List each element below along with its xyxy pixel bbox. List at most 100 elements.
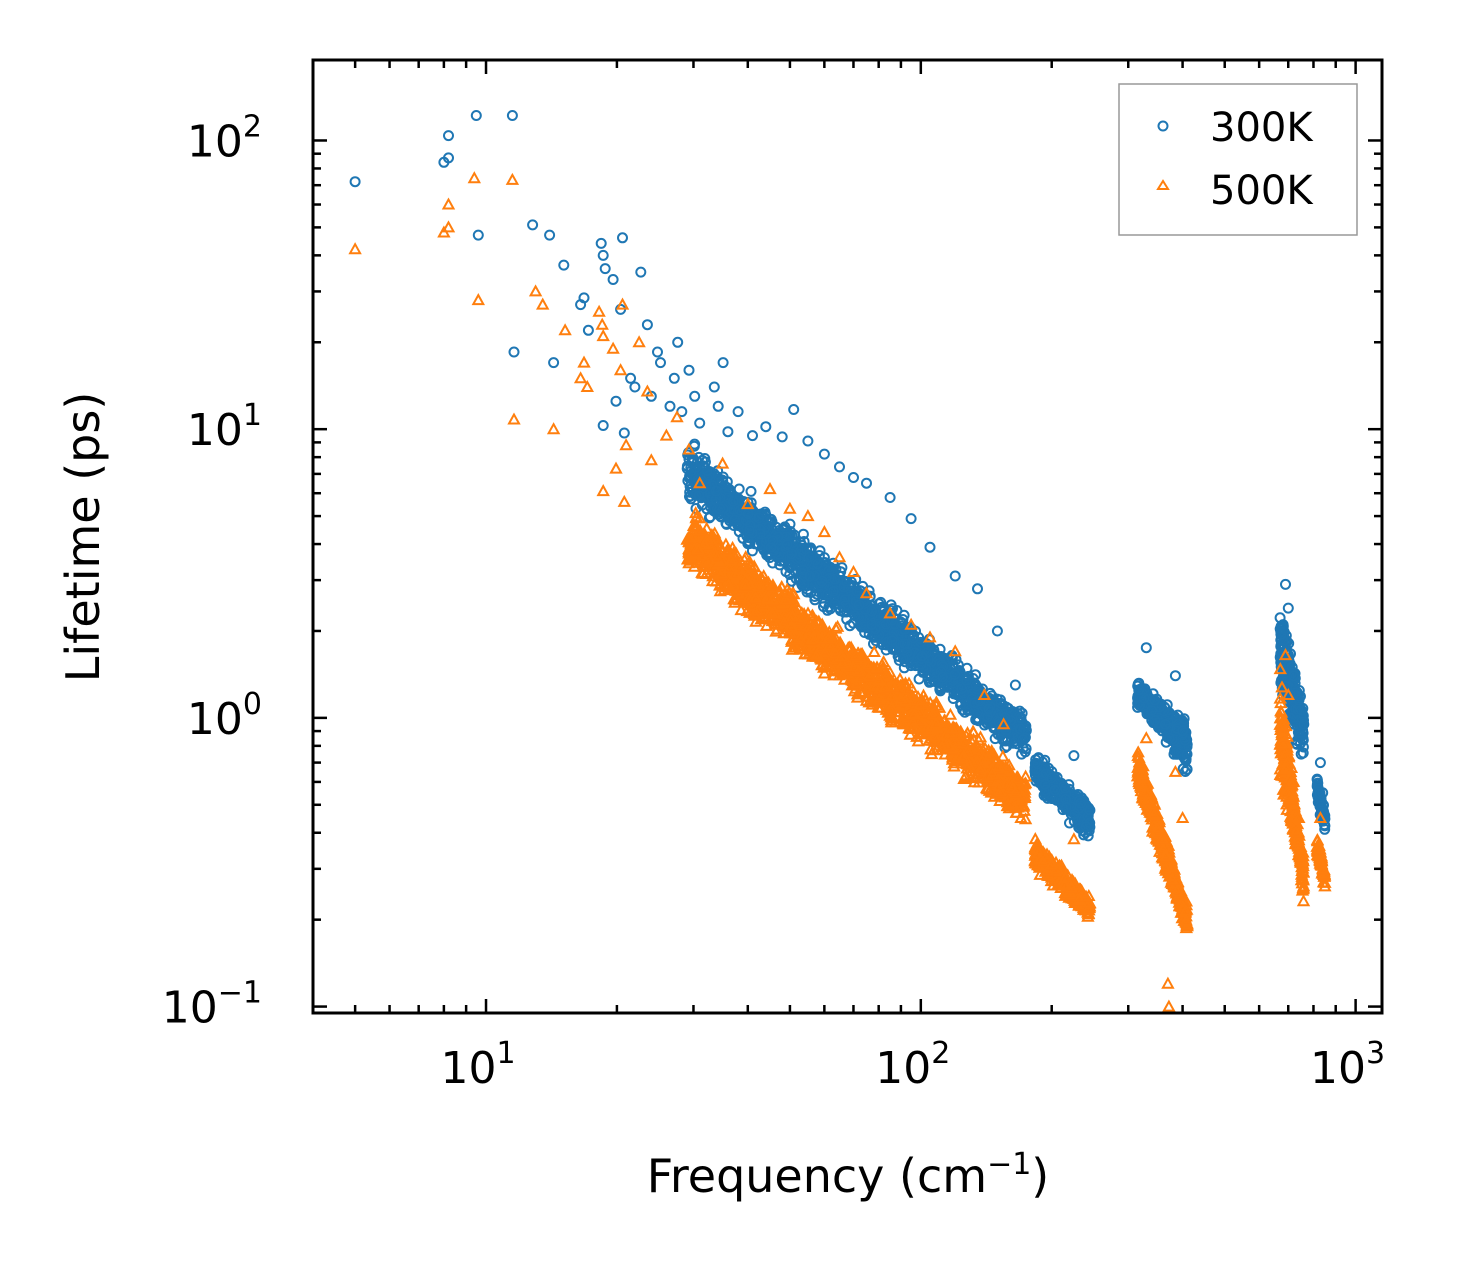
data-point-500k [817,666,832,679]
data-point-300k [765,542,777,553]
data-point-500k [835,656,850,669]
data-point-500k [728,567,742,580]
data-point-500k [693,523,707,536]
data-point-300k [886,614,898,626]
data-point-300k [982,711,994,723]
data-point-300k [1032,758,1044,770]
data-point-500k [862,669,877,682]
data-point-300k [780,531,792,543]
data-point-500k [1005,796,1019,809]
data-point-500k [956,736,970,749]
data-point-500k [823,629,837,642]
data-point-300k [733,483,745,495]
data-point-300k [1298,718,1310,730]
data-point-500k [822,638,837,651]
data-point-300k [1181,763,1193,775]
data-point-300k [947,693,959,704]
data-point-300k [797,528,809,540]
data-point-300k [1065,801,1077,812]
data-point-300k [784,569,796,580]
data-point-500k [785,609,800,622]
data-point-500k [708,548,723,561]
data-point-500k [970,754,984,767]
data-point-300k [818,448,830,460]
data-point-300k [349,176,361,188]
data-point-300k [972,583,983,595]
data-point-300k [1058,781,1070,793]
data-point-500k [747,606,761,619]
data-point-500k [837,666,851,679]
data-point-500k [769,624,783,637]
data-point-300k [853,599,865,611]
data-point-300k [617,232,628,244]
data-point-300k [841,576,852,587]
data-point-300k [1017,734,1029,746]
data-point-300k [969,697,981,709]
data-point-300k [881,636,893,648]
data-point-300k [635,266,647,278]
data-point-300k [952,659,964,671]
data-point-300k [822,604,833,616]
data-point-300k [984,701,996,713]
data-point-500k [849,676,864,689]
data-point-500k [720,544,734,557]
data-point-300k [812,558,824,570]
data-point-300k [828,585,839,597]
data-point-300k [607,274,619,285]
data-point-500k [927,729,941,742]
data-point-300k [1049,784,1061,796]
data-point-300k [989,733,1001,745]
data-point-300k [816,575,828,587]
data-point-500k [854,670,868,683]
data-point-300k [1149,694,1161,706]
data-point-300k [1315,800,1327,812]
data-point-300k [956,683,968,695]
data-point-300k [1288,670,1300,682]
data-point-300k [1019,732,1031,744]
data-point-300k [1176,749,1188,761]
data-point-500k [957,771,971,784]
data-point-300k [582,324,594,336]
data-point-300k [1275,629,1287,640]
data-point-300k [787,537,799,549]
data-point-300k [1046,772,1058,784]
data-point-300k [947,675,959,687]
data-point-300k [995,697,1007,709]
data-point-500k [730,568,744,581]
data-point-300k [701,465,713,477]
data-point-300k [681,460,693,472]
data-point-500k [894,691,908,704]
data-point-500k [766,592,780,605]
data-point-500k [941,738,956,751]
data-point-500k [741,591,756,604]
data-point-300k [1163,732,1175,744]
data-point-300k [1280,578,1291,590]
data-point-300k [858,621,870,633]
data-point-300k [1177,763,1189,775]
data-point-300k [866,605,878,617]
data-point-300k [1005,714,1017,726]
data-point-300k [744,520,756,532]
data-point-500k [725,540,740,553]
data-point-500k [699,554,713,567]
data-point-500k [913,726,927,739]
data-point-300k [1293,694,1305,706]
data-point-300k [508,346,520,358]
data-point-300k [767,557,779,569]
data-point-500k [1082,895,1096,908]
data-point-300k [916,650,928,662]
data-point-300k [1060,801,1072,813]
data-point-500k [913,697,927,710]
data-point-500k [768,605,782,618]
data-point-300k [1075,797,1087,809]
data-point-300k [770,528,782,540]
data-point-500k [925,747,939,760]
data-point-500k [785,632,799,645]
data-point-300k [848,472,859,483]
data-point-500k [709,574,723,587]
data-point-300k [742,508,754,520]
data-point-500k [759,618,774,631]
data-point-300k [708,381,720,393]
data-point-300k [745,485,757,497]
data-point-500k [705,527,719,540]
